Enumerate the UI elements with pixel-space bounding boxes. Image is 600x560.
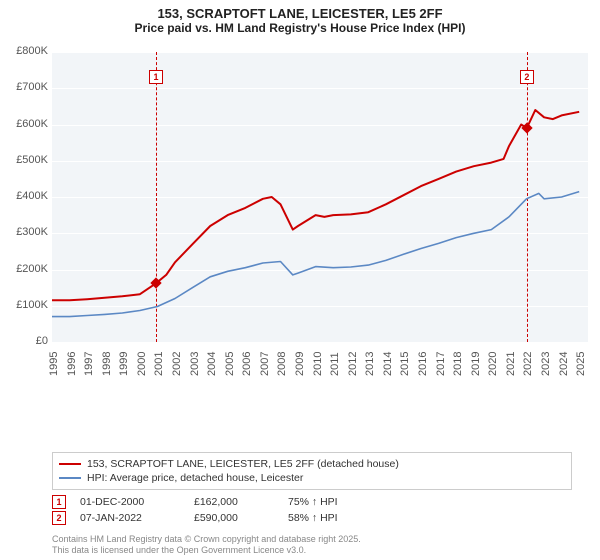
series-line-hpi <box>52 192 579 317</box>
transaction-price: £162,000 <box>194 496 274 508</box>
transaction-date: 07-JAN-2022 <box>80 512 180 524</box>
transaction-row: 1 01-DEC-2000 £162,000 75% ↑ HPI <box>52 494 572 510</box>
legend-item: 153, SCRAPTOFT LANE, LEICESTER, LE5 2FF … <box>59 457 565 471</box>
legend-box: 153, SCRAPTOFT LANE, LEICESTER, LE5 2FF … <box>52 452 572 490</box>
footer-attribution: Contains HM Land Registry data © Crown c… <box>52 534 572 556</box>
legend-swatch <box>59 463 81 465</box>
chart-title-line1: 153, SCRAPTOFT LANE, LEICESTER, LE5 2FF <box>10 6 590 21</box>
chart-container: 153, SCRAPTOFT LANE, LEICESTER, LE5 2FF … <box>0 0 600 560</box>
transaction-row: 2 07-JAN-2022 £590,000 58% ↑ HPI <box>52 510 572 526</box>
footer-line2: This data is licensed under the Open Gov… <box>52 545 572 556</box>
legend-item: HPI: Average price, detached house, Leic… <box>59 471 565 485</box>
chart-area: £0£100K£200K£300K£400K£500K£600K£700K£80… <box>0 42 600 412</box>
legend-label: 153, SCRAPTOFT LANE, LEICESTER, LE5 2FF … <box>87 458 399 470</box>
chart-title-block: 153, SCRAPTOFT LANE, LEICESTER, LE5 2FF … <box>0 0 600 37</box>
transaction-delta: 58% ↑ HPI <box>288 512 338 524</box>
transaction-marker-box: 2 <box>520 70 534 84</box>
legend-label: HPI: Average price, detached house, Leic… <box>87 472 303 484</box>
legend-swatch <box>59 477 81 479</box>
transaction-delta: 75% ↑ HPI <box>288 496 338 508</box>
chart-lines-svg <box>0 42 600 412</box>
transaction-marker-box: 1 <box>149 70 163 84</box>
transaction-date: 01-DEC-2000 <box>80 496 180 508</box>
series-line-price_paid <box>52 110 579 300</box>
transaction-list: 1 01-DEC-2000 £162,000 75% ↑ HPI 2 07-JAN-202… <box>52 494 572 526</box>
transaction-price: £590,000 <box>194 512 274 524</box>
transaction-row-marker: 1 <box>52 495 66 509</box>
chart-title-line2: Price paid vs. HM Land Registry's House … <box>10 21 590 35</box>
footer-line1: Contains HM Land Registry data © Crown c… <box>52 534 572 545</box>
transaction-row-marker: 2 <box>52 511 66 525</box>
